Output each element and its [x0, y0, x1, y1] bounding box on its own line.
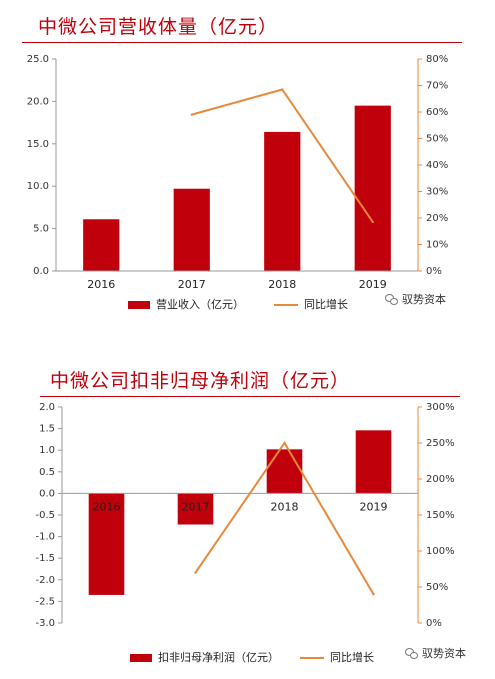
y2-tick-label: 10% [426, 240, 448, 251]
revenue-chart-panel: 中微公司营收体量（亿元） 0.0 5.0 10.0 15.0 20.0 25.0 0% 10%… [22, 16, 462, 311]
y2-tick-label: 250% [426, 438, 455, 449]
revenue-chart: 0.0 5.0 10.0 15.0 20.0 25.0 0% 10% 20% 30% 40% 50% 6… [27, 54, 449, 311]
y-tick-label: -1.0 [35, 532, 55, 543]
title-divider [40, 396, 460, 397]
legend-label-bar: 扣非归母净利润（亿元） [158, 650, 279, 664]
growth-point [371, 220, 374, 224]
y2-tick-label: 30% [426, 187, 448, 198]
y2-tick-label: 20% [426, 213, 448, 224]
growth-point [190, 113, 193, 116]
y-tick-label: 1.0 [39, 445, 55, 456]
title-divider [22, 42, 462, 43]
y2-tick-label: 40% [426, 160, 448, 171]
y2-tick-label: 50% [426, 582, 448, 593]
y2-tick-label: 150% [426, 510, 455, 521]
wechat-icon [405, 647, 418, 659]
bar [354, 105, 391, 271]
y-tick-label: -3.0 [35, 618, 55, 629]
y2-tick-label: 0% [426, 266, 442, 277]
x-tick-label: 2019 [359, 278, 387, 291]
wechat-icon [385, 293, 398, 305]
y-tick-label: 15.0 [27, 139, 49, 150]
x-tick-label: 2017 [178, 278, 206, 291]
watermark: 驭势资本 [385, 291, 446, 307]
growth-point [281, 88, 284, 91]
y-tick-label: 25.0 [27, 54, 49, 65]
x-tick-label: 2018 [268, 278, 296, 291]
growth-point [372, 593, 375, 596]
y-tick-label: 10.0 [27, 181, 49, 192]
y-tick-label: -2.0 [35, 575, 55, 586]
y-tick-label: 0.0 [39, 488, 55, 499]
y2-tick-label: 50% [426, 134, 448, 145]
x-tick-label: 2016 [87, 278, 115, 291]
x-tick-label: 2016 [93, 500, 121, 513]
y-tick-label: -1.5 [35, 553, 55, 564]
y-tick-label: -0.5 [35, 510, 55, 521]
bar [177, 493, 214, 525]
watermark: 驭势资本 [405, 645, 466, 661]
y2-tick-label: 100% [426, 546, 455, 557]
profit-chart: -3.0 -2.5 -2.0 -1.5 -1.0 -0.5 0.0 0.5 1.0 1.5 2.0 0… [35, 402, 455, 664]
x-tick-label: 2017 [182, 500, 210, 513]
watermark-text: 驭势资本 [422, 647, 466, 660]
y-tick-label: -2.5 [35, 596, 55, 607]
y2-tick-label: 300% [426, 402, 455, 413]
bar [355, 430, 392, 494]
y2-tick-label: 70% [426, 81, 448, 92]
bar [266, 449, 303, 494]
y-tick-label: 0.5 [39, 467, 55, 478]
x-tick-label: 2019 [360, 500, 388, 513]
y-tick-label: 20.0 [27, 96, 49, 107]
bar [173, 188, 210, 271]
legend-label-bar: 营业收入（亿元） [156, 297, 244, 311]
bar [264, 131, 301, 271]
y-tick-label: 0.0 [33, 266, 49, 277]
bar [83, 219, 120, 271]
y-tick-label: 5.0 [33, 224, 49, 235]
y-tick-label: 2.0 [39, 402, 55, 413]
y2-tick-label: 0% [426, 618, 442, 629]
legend-swatch-bar [130, 654, 152, 662]
y2-tick-label: 80% [426, 54, 448, 65]
growth-point [194, 571, 197, 574]
watermark-text: 驭势资本 [402, 293, 446, 306]
y-tick-label: 1.5 [39, 424, 55, 435]
chart-title: 中微公司扣非归母净利润（亿元） [50, 370, 351, 392]
profit-chart-panel: 中微公司扣非归母净利润（亿元） -3.0 -2.5 -2.0 -1.5 -1.0 -0.5… [0, 340, 495, 679]
chart-title: 中微公司营收体量（亿元） [38, 16, 279, 38]
legend-swatch-bar [128, 301, 150, 309]
y2-tick-label: 60% [426, 107, 448, 118]
legend-label-line: 同比增长 [304, 297, 348, 311]
y2-tick-label: 200% [426, 474, 455, 485]
legend-label-line: 同比增长 [330, 650, 374, 664]
x-tick-label: 2018 [271, 500, 299, 513]
growth-point [283, 441, 286, 445]
bar [88, 493, 125, 595]
